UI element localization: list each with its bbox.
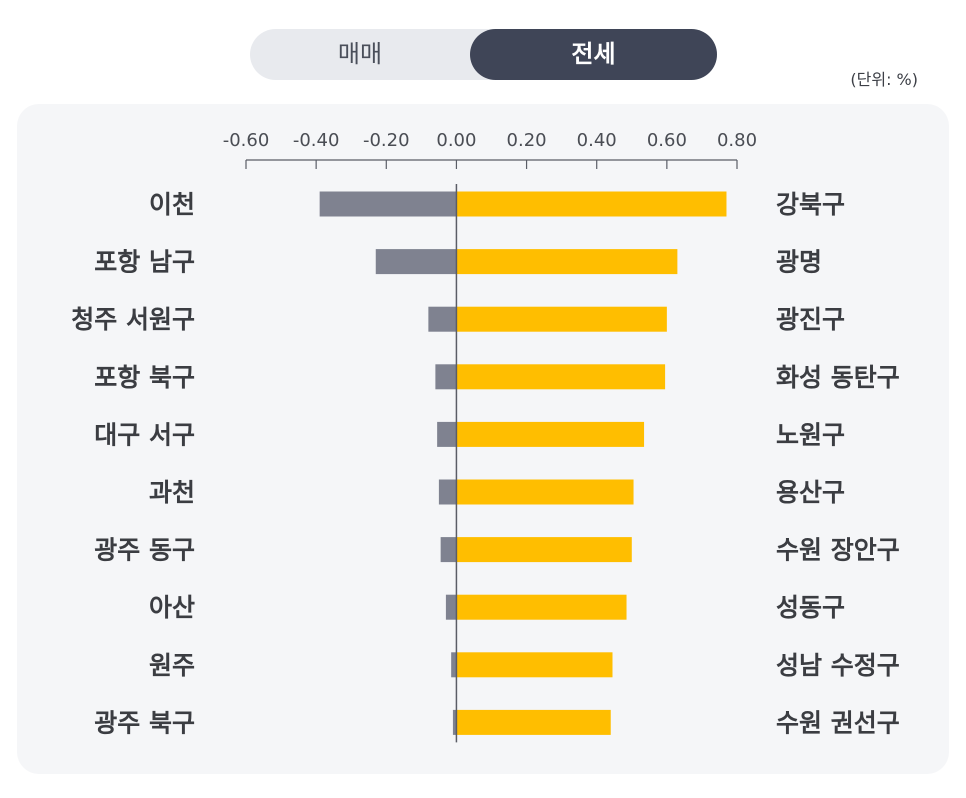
right-category-label: 노원구 [776, 420, 845, 449]
positive-bar [456, 537, 632, 563]
negative-bar [438, 479, 457, 505]
left-category-label: 대구 서구 [94, 420, 195, 449]
right-category-label: 광진구 [776, 305, 845, 334]
positive-bar [456, 191, 727, 217]
x-tick-label: -0.20 [363, 130, 410, 151]
x-tick-label: 0.20 [507, 130, 547, 151]
toggle-option-sale[interactable]: 매매 [337, 40, 383, 68]
negative-bar [445, 594, 457, 620]
right-category-label: 수원 장안구 [776, 536, 900, 565]
toggle-option-jeonse[interactable]: 전세 [470, 29, 717, 80]
left-category-label: 포항 북구 [94, 363, 195, 392]
left-category-label: 포항 남구 [94, 248, 195, 277]
x-tick-label: -0.60 [223, 130, 270, 151]
positive-bar [456, 364, 666, 390]
right-category-label: 성남 수정구 [776, 651, 900, 680]
left-category-label: 이천 [149, 190, 195, 219]
right-category-label: 화성 동탄구 [776, 363, 900, 392]
right-category-label: 광명 [776, 248, 822, 277]
left-category-label: 원주 [149, 651, 195, 680]
positive-bar [456, 594, 627, 620]
x-tick-label: 0.60 [647, 130, 687, 151]
negative-bar [440, 537, 457, 563]
negative-bar [451, 652, 457, 678]
positive-bar [456, 652, 613, 678]
positive-bar [456, 709, 611, 735]
left-category-label: 아산 [149, 593, 195, 622]
x-tick-label: 0.80 [717, 130, 757, 151]
positive-bar [456, 479, 634, 505]
negative-bar [437, 421, 457, 447]
unit-label: (단위: %) [850, 70, 918, 89]
negative-bar [375, 249, 457, 275]
x-tick-label: 0.00 [436, 130, 476, 151]
negative-bar [435, 364, 457, 390]
right-category-label: 강북구 [776, 190, 845, 219]
x-tick-label: -0.40 [293, 130, 340, 151]
negative-bar [319, 191, 457, 217]
left-category-label: 과천 [149, 478, 195, 507]
positive-bar [456, 306, 667, 332]
left-category-label: 청주 서원구 [71, 305, 195, 334]
market-type-toggle[interactable]: 매매 전세 [250, 29, 717, 80]
positive-bar [456, 421, 645, 447]
negative-bar [452, 709, 457, 735]
left-category-label: 광주 동구 [94, 536, 195, 565]
right-category-label: 성동구 [776, 593, 845, 622]
left-category-label: 광주 북구 [94, 708, 195, 737]
right-category-label: 수원 권선구 [776, 708, 900, 737]
negative-bar [428, 306, 457, 332]
positive-bar [456, 249, 678, 275]
x-tick-label: 0.40 [577, 130, 617, 151]
right-category-label: 용산구 [776, 478, 845, 507]
